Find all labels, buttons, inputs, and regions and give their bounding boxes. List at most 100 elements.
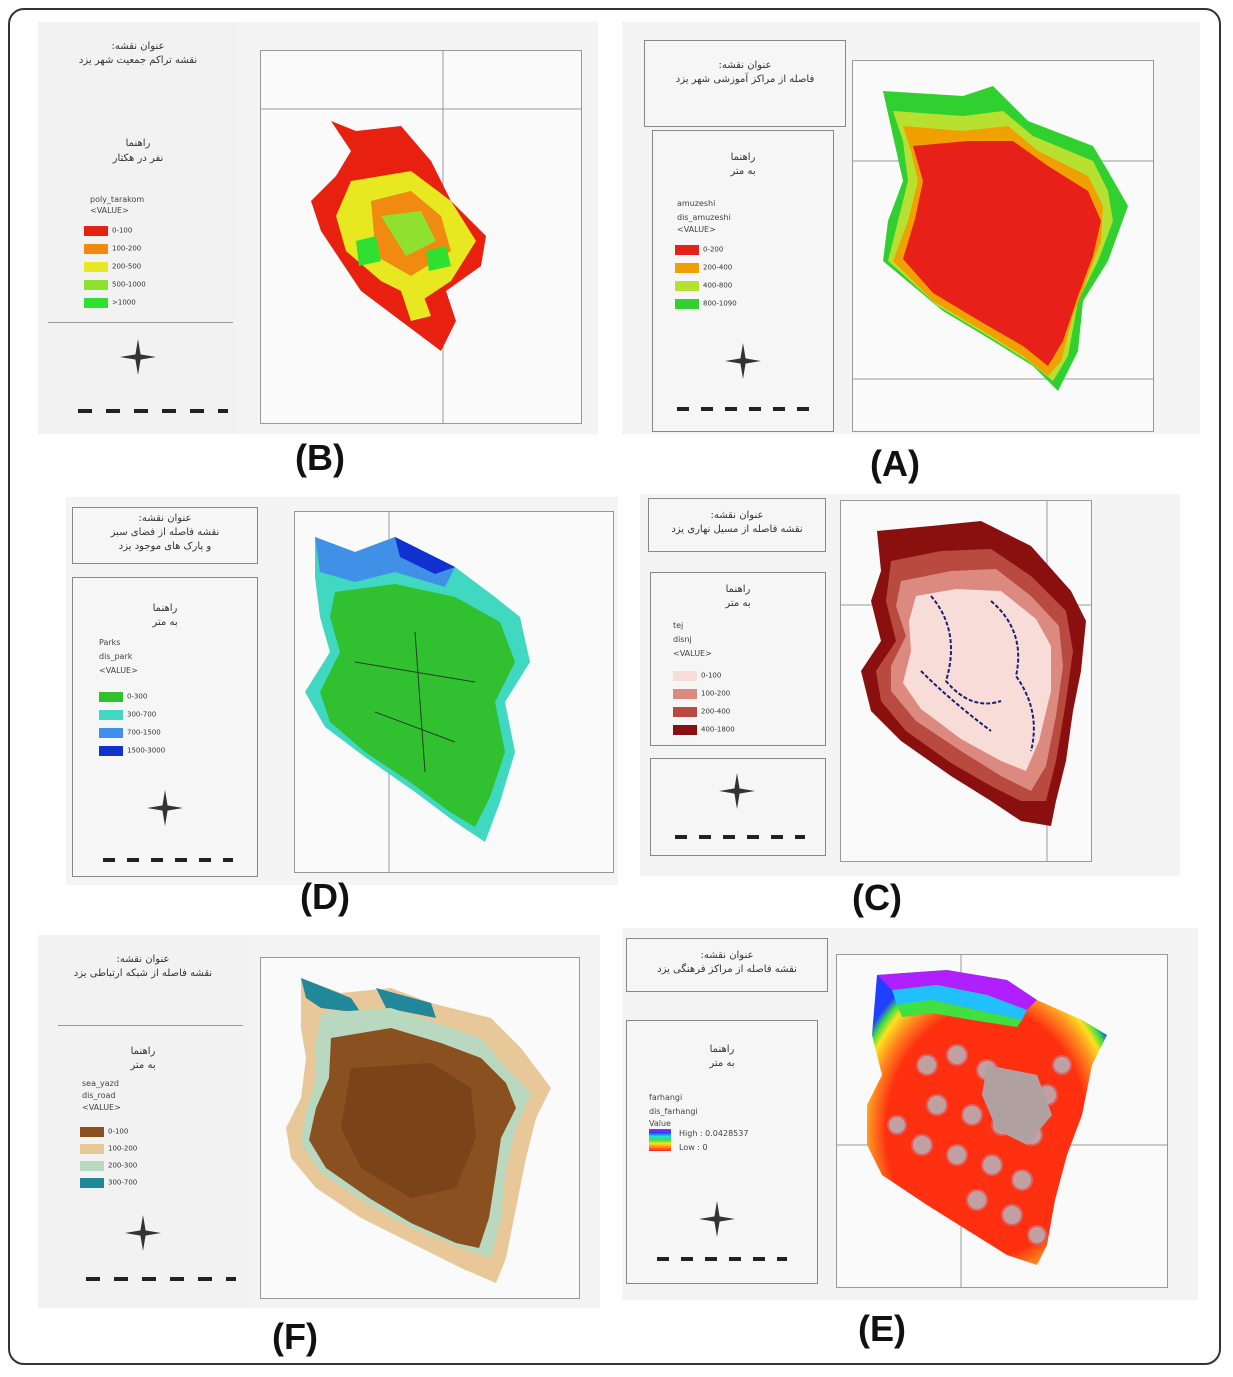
map-title: نقشه فاصله از شبکه ارتباطی یزد (73, 968, 213, 979)
legend-field-value: <VALUE> (673, 649, 712, 658)
legend-item: 100-200 (84, 238, 141, 254)
legend-swatch (675, 280, 699, 291)
legend-label: 0-100 (112, 226, 133, 235)
panel-label-f: (F) (272, 1316, 318, 1357)
legend-swatch (675, 262, 699, 273)
panel-f: عنوان نقشه: نقشه فاصله از شبکه ارتباطی ی… (38, 935, 600, 1308)
legend-title: راهنما (725, 584, 751, 595)
legend-label: 100-200 (108, 1144, 138, 1153)
legend-swatch (99, 745, 123, 756)
map-title-line3: و پارک های موجود یزد (118, 541, 212, 552)
legend-unit: به متر (709, 1058, 735, 1069)
legend-swatch (84, 279, 108, 290)
legend-label: 300-700 (127, 710, 157, 719)
legend-field: poly_tarakom (90, 195, 145, 204)
panel-b: عنوان نقشه: نقشه تراکم جمعیت شهر یزد راه… (38, 22, 598, 434)
legend-field: sea_yazd (82, 1079, 119, 1088)
legend-unit: به متر (730, 166, 756, 177)
legend-title-box-d: عنوان نقشه: نقشه فاصله از فضای سبز و پار… (72, 507, 258, 564)
legend-a: راهنما به متر amuzeshi dis_amuzeshi <VAL… (652, 130, 834, 432)
map-title: نقشه فاصله از فضای سبز (110, 527, 220, 538)
legend-field-value: <VALUE> (99, 666, 138, 675)
legend-item: 100-200 (80, 1138, 137, 1154)
map-c (841, 501, 1091, 861)
legend-item: 400-1800 (673, 719, 735, 735)
legend-item: 200-300 (80, 1155, 137, 1171)
map-frame-b (260, 50, 582, 424)
legend-item: 0-100 (673, 665, 721, 681)
divider (58, 1025, 243, 1026)
legend-label: 200-400 (703, 263, 733, 272)
legend-e: راهنما به متر farhangi dis_farhangi Valu… (626, 1020, 818, 1284)
legend-low-label: Low : 0 (679, 1143, 708, 1152)
legend-unit: نفر در هکتار (112, 153, 164, 164)
legend-label: 500-1000 (112, 280, 146, 289)
map-a (853, 86, 1153, 391)
map-title-label: عنوان نقشه: (138, 513, 192, 524)
legend-f: عنوان نقشه: نقشه فاصله از شبکه ارتباطی ی… (38, 935, 248, 1308)
legend-swatch (99, 727, 123, 738)
legend-label: 0-100 (108, 1127, 129, 1136)
legend-title-box-e: عنوان نقشه: نقشه فاصله از مراکز فرهنگی ی… (626, 938, 828, 992)
scale-bar (103, 858, 233, 862)
north-arrow-icon (120, 339, 156, 375)
legend-title: راهنما (730, 152, 756, 163)
legend-label: 800-1090 (703, 299, 737, 308)
scale-bar (78, 409, 228, 413)
legend-item: 200-400 (673, 701, 730, 717)
panel-label-e: (E) (858, 1308, 906, 1349)
legend-label: 100-200 (701, 689, 731, 698)
legend-label: 200-500 (112, 262, 142, 271)
legend-item: 500-1000 (84, 274, 146, 290)
legend-swatch (673, 706, 697, 717)
legend-swatch (99, 691, 123, 702)
panel-label-d: (D) (300, 876, 350, 917)
map-title: نقشه فاصله از مسیل نهاری یزد (671, 524, 803, 535)
legend-c: راهنما به متر tej disnj <VALUE> 0-100 10… (650, 572, 826, 746)
map-frame-e (836, 954, 1168, 1288)
legend-unit: به متر (152, 617, 178, 628)
legend-item: 0-100 (80, 1121, 128, 1137)
legend-field-value: <VALUE> (90, 206, 129, 215)
panel-label-b: (B) (295, 437, 345, 478)
scale-bar (675, 835, 805, 839)
legend-title: راهنما (152, 603, 178, 614)
map-frame-a (852, 60, 1154, 432)
legend-item: 0-100 (84, 220, 132, 236)
map-f (286, 978, 551, 1283)
legend-swatch (675, 244, 699, 255)
legend-item: 400-800 (675, 275, 732, 291)
legend-swatch (673, 688, 697, 699)
legend-item: 0-300 (99, 686, 147, 702)
panel-c: عنوان نقشه: نقشه فاصله از مسیل نهاری یزد… (640, 494, 1180, 876)
legend-unit: به متر (130, 1060, 156, 1071)
legend-label: 700-1500 (127, 728, 161, 737)
scale-bar (677, 407, 817, 411)
legend-label: 400-800 (703, 281, 733, 290)
legend-title-box-a: عنوان نقشه: فاصله از مراکز آموزشی شهر یز… (644, 40, 846, 127)
scale-bar (86, 1277, 236, 1281)
legend-ramp (649, 1129, 671, 1151)
north-arrow-icon (125, 1215, 161, 1251)
legend-label: 400-1800 (701, 725, 735, 734)
north-arrow-icon (147, 790, 183, 826)
legend-scale-c (650, 758, 826, 856)
legend-high-label: High : 0.0428537 (679, 1129, 749, 1138)
map-title-label: عنوان نقشه: (111, 41, 165, 52)
north-arrow-icon (725, 343, 761, 379)
legend-field: dis_road (82, 1091, 116, 1100)
map-d (305, 512, 530, 872)
north-arrow-icon (699, 1201, 735, 1237)
legend-item: 200-400 (675, 257, 732, 273)
legend-swatch (80, 1177, 104, 1188)
legend-item: 700-1500 (99, 722, 161, 738)
legend-title: راهنما (125, 138, 151, 149)
legend-item: 300-700 (99, 704, 156, 720)
map-title-label: عنوان نقشه: (700, 950, 754, 961)
legend-swatch (84, 297, 108, 308)
legend-swatch (673, 670, 697, 681)
map-title: فاصله از مراکز آموزشی شهر یزد (675, 74, 815, 85)
legend-label: 300-700 (108, 1178, 138, 1187)
legend-swatch (675, 298, 699, 309)
legend-label: 1500-3000 (127, 746, 166, 755)
